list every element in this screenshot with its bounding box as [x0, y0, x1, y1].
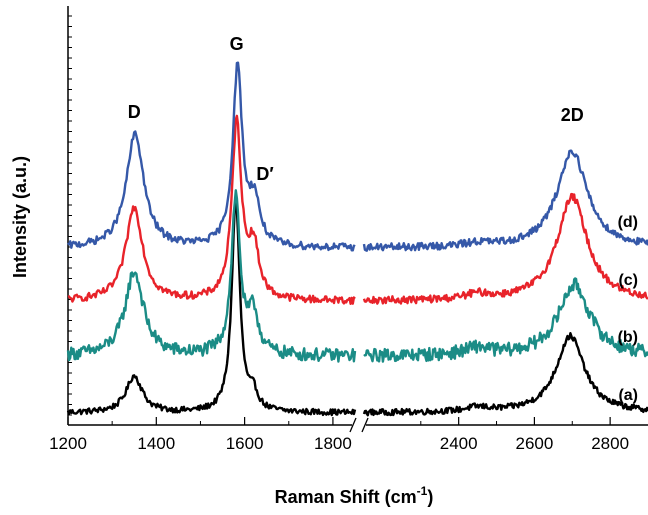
- series-tag: (a): [618, 387, 638, 404]
- axis-break-mark: [349, 417, 357, 433]
- series-line-1-seg1: [363, 277, 648, 363]
- series-layer: [66, 61, 648, 417]
- x-tick-label: 1200: [49, 434, 87, 453]
- x-axis-title-sup: -1: [417, 484, 428, 498]
- series-tag: (c): [618, 272, 638, 289]
- ticks-layer: 1200 1400 1600 1800 2400 2600 2800: [49, 417, 629, 453]
- y-axis-title: Intensity (a.u.): [10, 156, 30, 278]
- peak-label: D: [128, 102, 141, 122]
- series-line-3-seg0: [67, 61, 356, 252]
- x-tick-label: 2600: [515, 434, 553, 453]
- series-line-0-seg0: [66, 197, 357, 417]
- peak-label: D′: [256, 164, 273, 184]
- axis-break-mark: [361, 417, 369, 433]
- series-line-2-seg1: [362, 192, 648, 305]
- x-axis-title-close: ): [427, 487, 433, 507]
- x-axis-title-main: Raman Shift (cm: [275, 487, 417, 507]
- series-tag: (b): [618, 329, 638, 346]
- x-axis-title: Raman Shift (cm-1): [275, 484, 434, 507]
- series-line-0-seg1: [362, 332, 648, 417]
- x-tick-label: 2800: [591, 434, 629, 453]
- x-tick-label: 1600: [226, 434, 264, 453]
- series-line-1-seg0: [66, 189, 357, 363]
- peak-label: 2D: [561, 105, 584, 125]
- x-tick-label: 1800: [314, 434, 352, 453]
- series-tag: (d): [618, 214, 638, 231]
- peak-label: G: [230, 34, 244, 54]
- series-line-2-seg0: [67, 114, 356, 305]
- x-tick-label: 1400: [137, 434, 175, 453]
- series-line-3-seg1: [362, 149, 648, 252]
- labels-layer: D G D′ 2D (a) (b) (c) (d): [128, 34, 638, 404]
- x-tick-label: 2400: [440, 434, 478, 453]
